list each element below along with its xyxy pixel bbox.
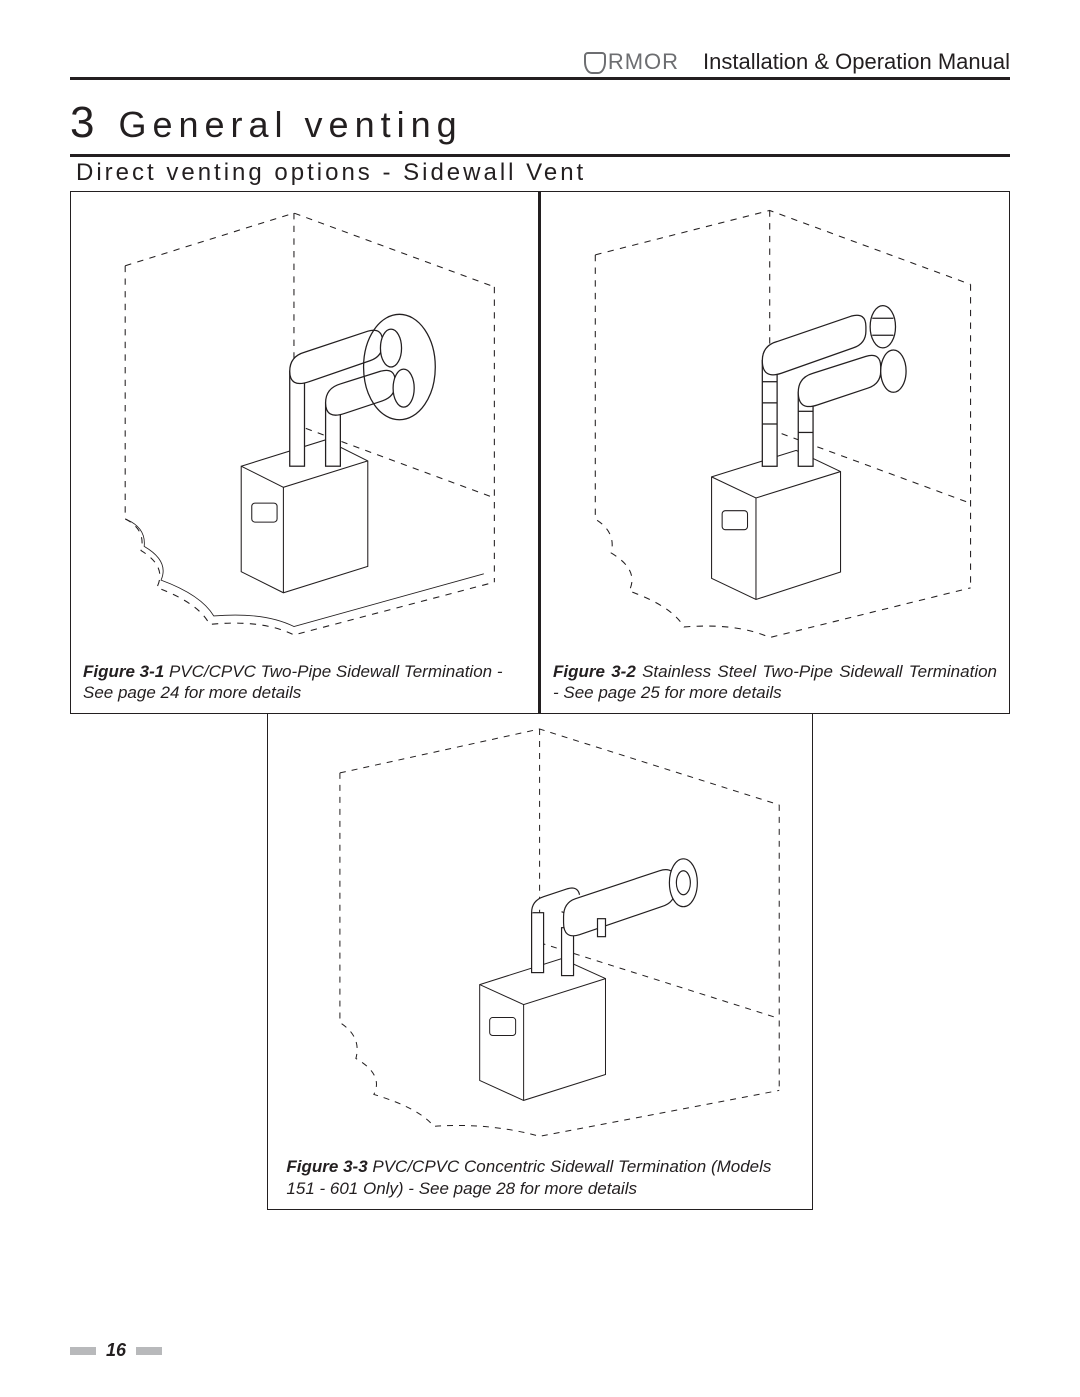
figure-row-bottom: Figure 3-3 PVC/CPVC Concentric Sidewall …: [70, 714, 1010, 1210]
diagram-pvc-two-pipe: [83, 202, 526, 657]
figure-3-2-illustration: [553, 202, 997, 657]
figure-3-1-caption: Figure 3-1 PVC/CPVC Two-Pipe Sidewall Te…: [83, 661, 526, 704]
figure-3-2-caption: Figure 3-2 Stainless Steel Two-Pipe Side…: [553, 661, 997, 704]
section-title: General venting: [118, 104, 462, 146]
figure-3-1: Figure 3-1 PVC/CPVC Two-Pipe Sidewall Te…: [70, 191, 540, 714]
figure-3-3-illustration: [280, 723, 799, 1152]
figure-3-3-label: Figure 3-3: [286, 1157, 367, 1176]
page-number-bar-right: [136, 1347, 162, 1355]
page-number: 16: [70, 1340, 162, 1361]
brand-logo-text: RMOR: [608, 49, 679, 75]
brand-logo: RMOR: [584, 49, 679, 75]
shield-icon: [584, 52, 606, 74]
figure-row-top: Figure 3-1 PVC/CPVC Two-Pipe Sidewall Te…: [70, 191, 1010, 714]
figure-3-3: Figure 3-3 PVC/CPVC Concentric Sidewall …: [267, 713, 812, 1210]
section-subtitle: Direct venting options - Sidewall Vent: [70, 154, 1010, 191]
page-header: RMOR Installation & Operation Manual: [70, 44, 1010, 80]
figure-3-2-label: Figure 3-2: [553, 662, 636, 681]
figure-3-1-illustration: [83, 202, 526, 657]
section-number: 3: [70, 98, 94, 148]
page-number-value: 16: [106, 1340, 126, 1361]
diagram-stainless-two-pipe: [553, 202, 997, 657]
figure-3-3-caption: Figure 3-3 PVC/CPVC Concentric Sidewall …: [280, 1156, 799, 1199]
manual-title: Installation & Operation Manual: [703, 49, 1010, 75]
page-number-bar-left: [70, 1347, 96, 1355]
figure-3-2: Figure 3-2 Stainless Steel Two-Pipe Side…: [540, 191, 1010, 714]
figure-3-1-label: Figure 3-1: [83, 662, 164, 681]
section-heading: 3 General venting: [70, 98, 1010, 148]
diagram-concentric-sidewall: [280, 723, 799, 1152]
